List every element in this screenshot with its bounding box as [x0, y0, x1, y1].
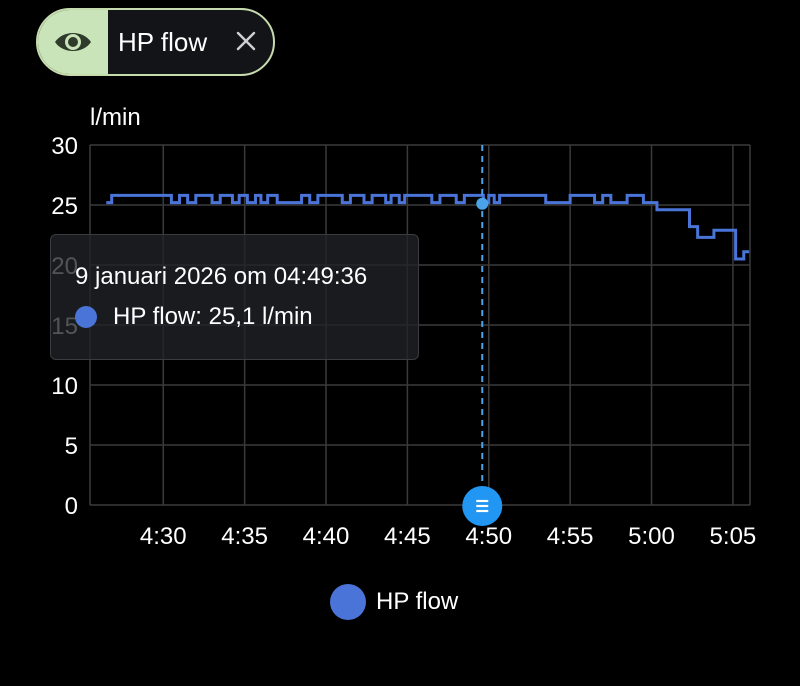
- series-line-hp-flow: [106, 193, 750, 261]
- x-tick-label: 4:55: [547, 523, 594, 550]
- x-tick-label: 5:05: [710, 523, 757, 550]
- eye-icon[interactable]: [38, 10, 108, 74]
- chart-tooltip: 9 januari 2026 om 04:49:36 HP flow: 25,1…: [50, 234, 419, 360]
- x-tick-label: 4:35: [221, 523, 268, 550]
- y-tick-label: 5: [65, 433, 78, 460]
- cursor-point: [476, 197, 489, 210]
- x-tick-label: 4:30: [140, 523, 187, 550]
- x-tick-label: 4:40: [303, 523, 350, 550]
- tooltip-value: HP flow: 25,1 l/min: [113, 303, 313, 330]
- y-tick-label: 30: [51, 133, 78, 160]
- filter-chip-hp-flow[interactable]: HP flow: [36, 8, 275, 76]
- x-tick-label: 4:50: [465, 523, 512, 550]
- y-axis-label: l/min: [90, 104, 141, 131]
- tooltip-series-marker: [75, 306, 97, 328]
- chart-legend[interactable]: HP flow: [330, 584, 458, 620]
- filter-chip-label: HP flow: [118, 26, 208, 57]
- tooltip-date: 9 januari 2026 om 04:49:36: [75, 263, 368, 290]
- legend-series-marker[interactable]: [330, 584, 366, 620]
- x-tick-label: 5:00: [628, 523, 675, 550]
- y-tick-label: 25: [51, 193, 78, 220]
- tooltip-row: HP flow: 25,1 l/min: [75, 303, 313, 331]
- legend-label[interactable]: HP flow: [376, 588, 459, 615]
- cursor-handle-icon[interactable]: [462, 486, 503, 526]
- y-tick-label: 10: [51, 373, 78, 400]
- close-icon[interactable]: [231, 26, 261, 56]
- x-tick-label: 4:45: [384, 523, 431, 550]
- y-tick-label: 0: [65, 493, 78, 520]
